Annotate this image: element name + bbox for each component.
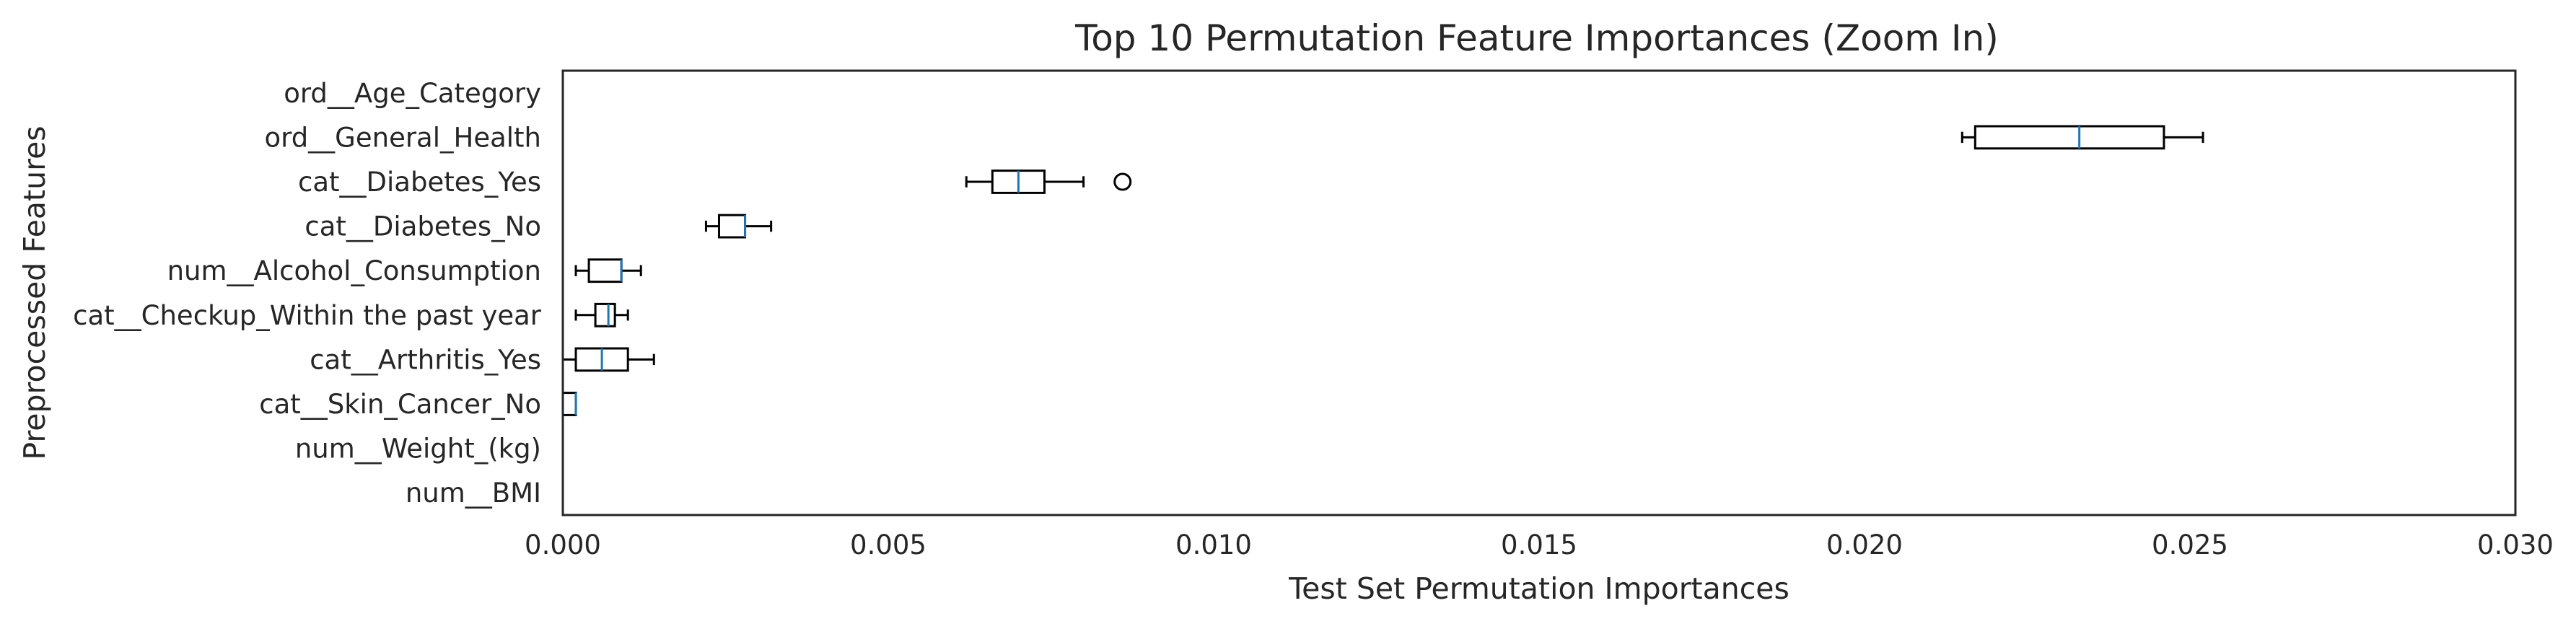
- box-iqr: [587, 258, 623, 283]
- y-tick-label: cat__Checkup_Within the past year: [73, 300, 542, 331]
- y-tick-label: num__Alcohol_Consumption: [167, 255, 541, 286]
- x-axis-label: Test Set Permutation Importances: [1288, 571, 1789, 606]
- x-tick-label: 0.020: [1826, 529, 1903, 560]
- y-tick-label: cat__Diabetes_No: [305, 211, 541, 242]
- y-axis-label: Preprocessed Features: [17, 126, 52, 459]
- y-tick-label: cat__Diabetes_Yes: [298, 167, 541, 198]
- y-tick-label: ord__Age_Category: [284, 78, 541, 109]
- box-ord__General_Health: [1961, 125, 2204, 150]
- box-cat__Arthritis_Yes: [561, 347, 655, 372]
- axes-frame: [561, 69, 2517, 516]
- box-cat__Diabetes_No: [704, 214, 773, 239]
- x-tick-label: 0.030: [2477, 529, 2554, 560]
- box-iqr: [594, 302, 616, 327]
- x-tick-label: 0.025: [2152, 529, 2228, 560]
- box-iqr: [561, 392, 577, 416]
- x-tick-label: 0.015: [1501, 529, 1577, 560]
- outlier-point: [1113, 172, 1132, 191]
- box-cat__Checkup_Within the past year: [574, 302, 629, 327]
- y-tick-label: cat__Skin_Cancer_No: [259, 389, 541, 420]
- y-tick-label: ord__General_Health: [265, 122, 542, 153]
- y-tick-labels: ord__Age_Category ord__General_Health cat_…: [73, 78, 542, 509]
- box-num__Alcohol_Consumption: [574, 258, 642, 283]
- y-tick-label: num__Weight_(kg): [295, 434, 541, 465]
- chart-title: Top 10 Permutation Feature Importances (…: [1074, 17, 1999, 59]
- box-cat__Skin_Cancer_No: [561, 392, 577, 416]
- x-tick-label: 0.010: [1175, 529, 1252, 560]
- y-tick-label: cat__Arthritis_Yes: [310, 344, 541, 375]
- box-cat__Diabetes_Yes: [965, 170, 1132, 194]
- plot-area: [561, 125, 2204, 416]
- box-iqr: [1973, 125, 2165, 150]
- x-tick-label: 0.005: [850, 529, 926, 560]
- y-tick-label: num__BMI: [406, 478, 541, 509]
- box-iqr: [717, 214, 747, 239]
- x-tick-label: 0.000: [525, 529, 601, 560]
- x-tick-labels: 0.000 0.005 0.010 0.015 0.020 0.025 0.030: [525, 529, 2554, 560]
